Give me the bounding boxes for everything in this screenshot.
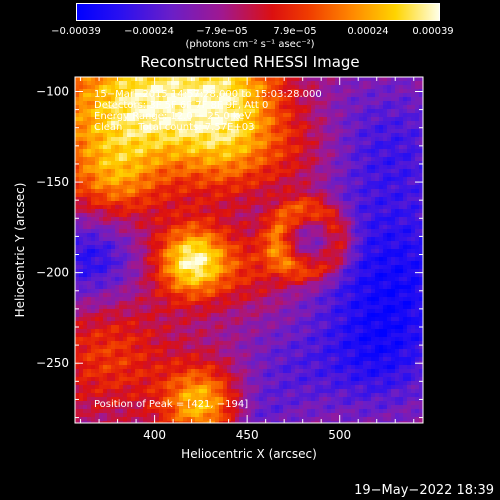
colorbar-tick-label: −0.00024 — [124, 26, 174, 37]
y-tick-label: −250 — [36, 356, 69, 370]
annotation-peak-position: Position of Peak = [421, −194] — [94, 399, 248, 410]
annotation-time-range: 15−Mar−2015 14:57:28.000 to 15:03:28.000 — [94, 89, 322, 100]
colorbar-unit-label: (photons cm⁻² s⁻¹ asec⁻²) — [185, 39, 315, 50]
annotation-energy-range: Energy Range: 12.0 − 25.0 keV — [94, 111, 251, 122]
chart-title: Reconstructed RHESSI Image — [140, 53, 360, 71]
axis-ticks: 400 450 500 −250 −200 −150 −100 — [36, 77, 423, 442]
colorbar-tick-label: 0.00039 — [412, 26, 454, 37]
y-tick-label: −150 — [36, 175, 69, 189]
colorbar-tick-label: −0.00039 — [51, 26, 101, 37]
x-tick-label: 450 — [236, 428, 259, 442]
annotation-algorithm: Clean Total counts: 7.57E+03 — [94, 122, 254, 133]
y-tick-label: −100 — [36, 84, 69, 98]
x-tick-label: 400 — [143, 428, 166, 442]
x-tick-label: 500 — [328, 428, 351, 442]
annotation-detectors: Detectors: 3F 5F 6F 7F 8F 9F, Att 0 — [94, 100, 268, 111]
plot-timestamp: 19−May−2022 18:39 — [354, 483, 494, 498]
plot-frame — [74, 76, 424, 424]
annotations: 15−Mar−2015 14:57:28.000 to 15:03:28.000… — [94, 89, 322, 410]
colorbar-tick-label: 7.9e−05 — [273, 26, 317, 37]
y-axis-label: Heliocentric Y (arcsec) — [13, 183, 27, 318]
heatmap-image — [75, 77, 423, 423]
colorbar — [76, 3, 440, 21]
colorbar-tick-label: −7.9e−05 — [196, 26, 248, 37]
colorbar-tick-label: 0.00024 — [347, 26, 389, 37]
x-axis-label: Heliocentric X (arcsec) — [181, 447, 317, 461]
y-tick-label: −200 — [36, 266, 69, 280]
colorbar-gradient — [77, 4, 439, 20]
